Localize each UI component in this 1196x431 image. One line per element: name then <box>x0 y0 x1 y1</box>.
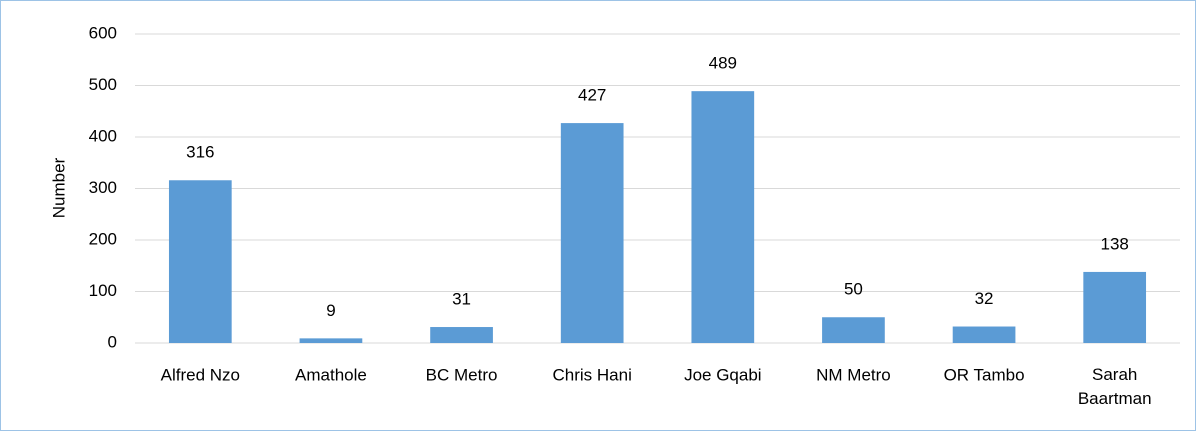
y-tick-label: 400 <box>89 126 117 145</box>
bar <box>691 91 755 343</box>
bar <box>1083 271 1147 343</box>
x-tick-label: Sarah Baartman <box>1078 365 1152 408</box>
value-label: 9 <box>326 301 335 320</box>
y-tick-label: 200 <box>89 229 117 248</box>
y-tick-label: 0 <box>108 332 117 351</box>
value-label: 427 <box>578 86 606 105</box>
value-label: 32 <box>975 289 994 308</box>
y-tick-label: 600 <box>89 23 117 42</box>
value-label: 489 <box>709 54 737 73</box>
y-tick-label: 100 <box>89 281 117 300</box>
y-axis-label: Number <box>49 157 68 218</box>
y-tick-label: 500 <box>89 75 117 94</box>
bar <box>168 180 232 343</box>
value-label: 31 <box>452 290 471 309</box>
x-tick-label: Chris Hani <box>553 365 632 384</box>
value-label: 316 <box>186 143 214 162</box>
bar <box>430 327 493 343</box>
bar <box>299 338 363 343</box>
value-label: 138 <box>1101 234 1129 253</box>
value-label: 50 <box>844 280 863 299</box>
x-tick-label: OR Tambo <box>944 365 1025 384</box>
y-tick-label: 300 <box>89 178 117 197</box>
x-tick-label: NM Metro <box>816 365 891 384</box>
x-tick-label: Amathole <box>295 365 367 384</box>
x-tick-label: Joe Gqabi <box>684 365 762 384</box>
x-tick-label: BC Metro <box>426 365 498 384</box>
x-tick-label: Alfred Nzo <box>161 365 240 384</box>
bar <box>822 317 885 343</box>
bar <box>560 123 624 343</box>
bar <box>952 326 1016 343</box>
